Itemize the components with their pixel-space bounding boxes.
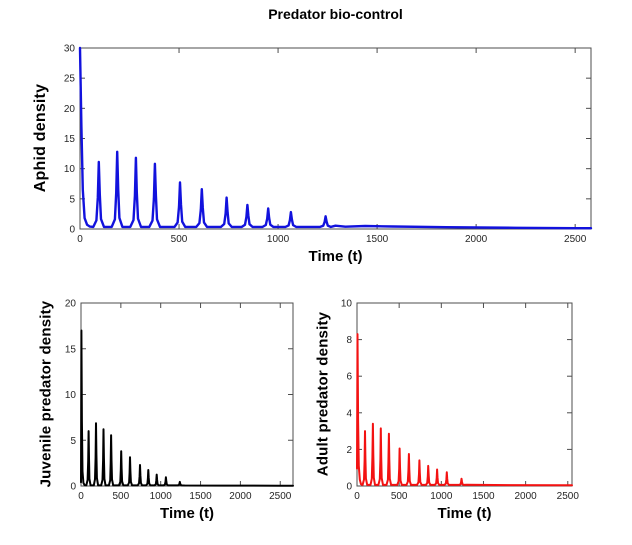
x-tick-label: 1000: [150, 491, 173, 502]
aphid-density-series-line: [78, 46, 593, 230]
x-tick-label: 1500: [189, 491, 212, 502]
y-tick-label: 30: [64, 44, 76, 55]
x-tick-label: 2000: [515, 491, 538, 502]
x-tick-label: 1000: [267, 234, 290, 245]
x-tick-label: 500: [171, 234, 188, 245]
y-tick-label: 20: [64, 104, 76, 115]
x-tick-label: 0: [354, 491, 360, 502]
y-tick-label: 10: [64, 164, 76, 175]
x-tick-label: 0: [78, 491, 84, 502]
x-tick-label: 1000: [430, 491, 453, 502]
x-tick-label: 1500: [366, 234, 389, 245]
y-tick-label: 0: [70, 482, 76, 493]
aphid-x-axis-label: Time (t): [308, 248, 363, 265]
juvenile-y-axis-label: Juvenile predator density: [37, 300, 55, 488]
juvenile-predator-density-series-line: [80, 329, 294, 487]
y-tick-label: 8: [346, 335, 352, 346]
x-tick-label: 500: [391, 491, 408, 502]
adult-predator-density-series-line: [356, 333, 573, 487]
y-tick-label: 15: [64, 134, 76, 145]
y-tick-label: 10: [65, 390, 77, 401]
adult-predator-density-chart: 0 500 1000 1500 2000 2500 0 2 4 6 8 10: [341, 299, 579, 503]
x-tick-label: 2000: [465, 234, 488, 245]
adult-x-axis-label: Time (t): [437, 505, 492, 522]
adult-y-axis-label: Adult predator density: [314, 311, 332, 477]
x-tick-label: 2500: [269, 491, 292, 502]
x-tick-label: 0: [77, 234, 83, 245]
x-tick-label: 2000: [229, 491, 252, 502]
aphid-density-chart: 0 500 1000 1500 2000 2500 0 5 10 15 20 25 30: [64, 44, 593, 245]
figure-title: Predator bio-control: [268, 6, 403, 22]
y-tick-label: 5: [70, 436, 76, 447]
y-tick-label: 10: [341, 299, 353, 310]
x-tick-label: 500: [113, 491, 130, 502]
juvenile-x-axis-label: Time (t): [160, 505, 214, 522]
x-tick-label: 2500: [557, 491, 580, 502]
juvenile-predator-density-chart: 0 500 1000 1500 2000 2500 0 5 10 15 20: [65, 299, 294, 502]
y-tick-label: 6: [346, 372, 352, 383]
y-tick-label: 15: [65, 344, 77, 355]
juvenile-predator-density-axes-box: [80, 302, 294, 487]
y-tick-label: 25: [64, 74, 76, 85]
x-tick-label: 1500: [472, 491, 495, 502]
y-tick-label: 5: [69, 194, 75, 205]
y-tick-label: 2: [346, 445, 352, 456]
y-tick-label: 0: [346, 482, 352, 493]
x-tick-label: 2500: [564, 234, 587, 245]
y-tick-label: 0: [69, 225, 75, 236]
y-tick-label: 20: [65, 299, 77, 310]
y-tick-label: 4: [346, 408, 352, 419]
aphid-y-axis-label: Aphid density: [32, 83, 49, 193]
